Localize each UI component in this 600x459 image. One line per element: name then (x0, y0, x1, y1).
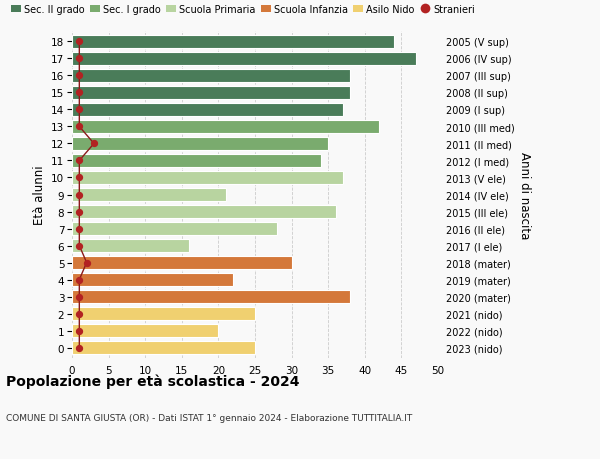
Point (74, 327, 84, 335)
Point (74, 56, 84, 63)
Point (74, 225, 84, 233)
Point (74, 174, 84, 182)
Point (74, 208, 84, 216)
Text: COMUNE DI SANTA GIUSTA (OR) - Dati ISTAT 1° gennaio 2024 - Elaborazione TUTTITAL: COMUNE DI SANTA GIUSTA (OR) - Dati ISTAT… (6, 413, 412, 422)
Bar (72, 70, 350, 83)
Bar (72, 189, 226, 202)
Bar (72, 138, 328, 151)
Point (74, 39, 84, 46)
Y-axis label: Anni di nascita: Anni di nascita (518, 151, 531, 239)
Bar (72, 273, 233, 286)
Text: Popolazione per età scolastica - 2024: Popolazione per età scolastica - 2024 (6, 374, 299, 389)
Point (89, 140, 99, 148)
Point (74, 242, 84, 250)
Point (74, 157, 84, 165)
Point (74, 73, 84, 80)
Bar (72, 172, 343, 185)
Bar (72, 256, 292, 269)
Bar (72, 324, 218, 337)
Point (74, 344, 84, 352)
Bar (72, 206, 335, 218)
Point (74, 310, 84, 318)
Bar (72, 36, 394, 49)
Point (74, 90, 84, 97)
Bar (72, 341, 255, 354)
Bar (72, 121, 379, 134)
Bar (72, 155, 321, 168)
Bar (72, 87, 350, 100)
Point (74, 106, 84, 114)
Bar (72, 307, 255, 320)
Bar (72, 53, 416, 66)
Point (74, 276, 84, 284)
Point (74, 191, 84, 199)
Bar (72, 240, 189, 252)
Point (82, 259, 91, 267)
Y-axis label: Età alunni: Età alunni (32, 165, 46, 225)
Bar (72, 223, 277, 235)
Bar (72, 290, 350, 303)
Point (74, 293, 84, 301)
Point (74, 123, 84, 131)
Legend: Sec. II grado, Sec. I grado, Scuola Primaria, Scuola Infanzia, Asilo Nido, Stran: Sec. II grado, Sec. I grado, Scuola Prim… (11, 5, 475, 15)
Bar (72, 104, 343, 117)
